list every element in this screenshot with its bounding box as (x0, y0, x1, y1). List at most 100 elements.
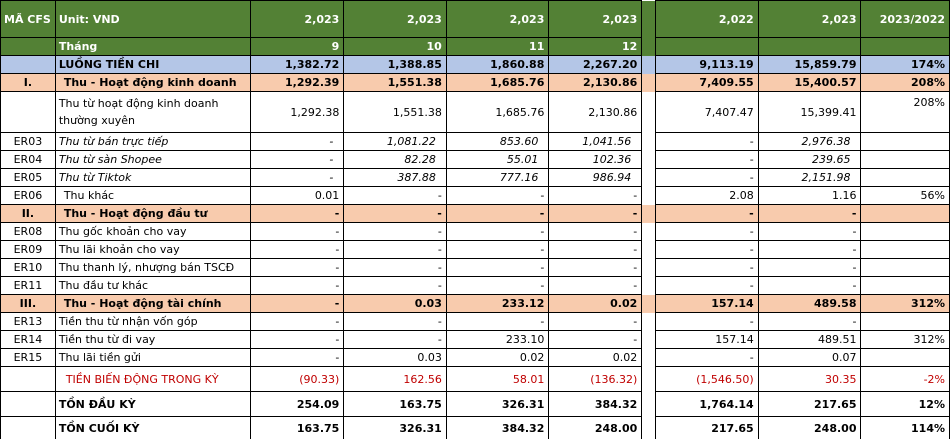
cell-y2023[interactable]: 2,023 (757, 0, 862, 38)
cell-y2023[interactable]: 15,859.79 (757, 55, 862, 74)
cell-m11[interactable]: - (445, 204, 550, 223)
cell-code[interactable] (0, 366, 56, 392)
cell-ratio[interactable]: 114% (860, 416, 950, 439)
cell-m12[interactable]: - (548, 276, 643, 295)
cell-y2022[interactable]: 157.14 (655, 294, 759, 313)
cell-m10[interactable]: - (343, 204, 447, 223)
cell-gap[interactable] (641, 37, 657, 56)
cell-m9[interactable]: - (250, 330, 345, 349)
cell-gap[interactable] (641, 258, 657, 277)
cell-m9[interactable]: - (250, 204, 345, 223)
cell-m11[interactable]: 0.02 (445, 348, 550, 367)
cell-code[interactable]: MÃ CFS (0, 0, 56, 38)
cell-m12[interactable]: 0.02 (548, 348, 643, 367)
cell-gap[interactable] (641, 73, 657, 92)
cell-m10[interactable]: - (343, 276, 447, 295)
cell-label[interactable]: Thu lãi khoản cho vay (54, 240, 252, 259)
cell-m11[interactable]: - (445, 186, 550, 205)
cell-label[interactable]: Tiền thu từ nhận vốn góp (54, 312, 252, 331)
cell-ratio[interactable] (860, 312, 950, 331)
cell-y2023[interactable]: - (757, 276, 862, 295)
cell-code[interactable]: III. (0, 294, 56, 313)
cell-m9[interactable]: 1,382.72 (250, 55, 345, 74)
cell-m12[interactable]: 2,267.20 (548, 55, 643, 74)
cell-gap[interactable] (641, 168, 657, 187)
cell-m9[interactable]: 9 (250, 37, 345, 56)
cell-code[interactable] (0, 91, 56, 133)
cell-m11[interactable]: 1,685.76 (445, 73, 550, 92)
cell-label[interactable]: Thu gốc khoản cho vay (54, 222, 252, 241)
cell-m10[interactable]: 326.31 (343, 416, 447, 439)
cell-y2023[interactable]: 1.16 (757, 186, 862, 205)
cell-m9[interactable]: 1,292.39 (250, 73, 345, 92)
cell-y2022[interactable]: 1,764.14 (655, 391, 759, 417)
cell-y2023[interactable]: 239.65 (757, 150, 862, 169)
cell-y2022[interactable]: 2.08 (655, 186, 759, 205)
cell-m11[interactable]: 384.32 (445, 416, 550, 439)
cell-m9[interactable]: 1,292.38 (250, 91, 345, 133)
cell-m9[interactable]: 0.01 (250, 186, 345, 205)
cell-gap[interactable] (641, 391, 656, 417)
cell-gap[interactable] (641, 91, 657, 133)
cell-ratio[interactable]: 208% (860, 91, 950, 133)
cell-gap[interactable] (641, 366, 657, 392)
cell-code[interactable]: ER11 (0, 276, 56, 295)
cell-label[interactable]: Thu lãi tiền gửi (54, 348, 252, 367)
cell-m10[interactable]: 82.28 (343, 150, 447, 169)
cell-m11[interactable]: - (445, 258, 550, 277)
cell-m9[interactable]: - (250, 294, 345, 313)
cell-label[interactable]: TỒN ĐẦU KỲ (54, 391, 252, 417)
cell-y2022[interactable]: 157.14 (655, 330, 759, 349)
cell-y2023[interactable]: - (757, 204, 862, 223)
cell-m10[interactable]: 163.75 (343, 391, 447, 417)
cell-code[interactable] (0, 391, 56, 417)
cell-y2022[interactable]: (1,546.50) (655, 366, 759, 392)
cell-gap[interactable] (641, 276, 657, 295)
cell-m12[interactable]: 102.36 (548, 150, 643, 169)
cell-y2023[interactable]: 0.07 (757, 348, 862, 367)
cell-code[interactable] (0, 37, 56, 56)
cell-m9[interactable]: - (250, 348, 345, 367)
cell-label[interactable]: Unit: VND (54, 0, 252, 38)
cell-label[interactable]: Thu - Hoạt động đầu tư (54, 204, 252, 223)
cell-gap[interactable] (641, 312, 657, 331)
cell-m12[interactable]: 12 (548, 37, 643, 56)
cell-y2023[interactable]: - (757, 258, 862, 277)
cell-label[interactable]: Tháng (54, 37, 252, 56)
cell-m11[interactable]: 326.31 (445, 391, 550, 417)
cell-m9[interactable]: - (250, 276, 345, 295)
cell-y2023[interactable]: 30.35 (757, 366, 862, 392)
cell-ratio[interactable]: 12% (860, 391, 950, 417)
cell-label[interactable]: Thu từ Tiktok (54, 168, 252, 187)
cell-m12[interactable]: - (548, 222, 643, 241)
cell-m10[interactable]: 0.03 (343, 348, 447, 367)
cell-y2022[interactable]: 7,409.55 (655, 73, 759, 92)
cell-label[interactable]: LUỒNG TIỀN CHI (54, 55, 252, 74)
cell-y2023[interactable]: 2,976.38 (757, 132, 862, 151)
cell-m9[interactable]: - (250, 258, 345, 277)
cell-m12[interactable]: - (548, 312, 643, 331)
cell-m10[interactable]: 1,081.22 (343, 132, 447, 151)
cell-m12[interactable]: 248.00 (548, 416, 643, 439)
cell-gap[interactable] (641, 294, 657, 313)
cell-gap[interactable] (641, 150, 657, 169)
cell-y2022[interactable]: 9,113.19 (655, 55, 759, 74)
cell-m11[interactable]: - (445, 240, 550, 259)
cell-y2022[interactable]: - (655, 132, 759, 151)
cell-code[interactable]: ER13 (0, 312, 56, 331)
cell-y2022[interactable]: 217.65 (655, 416, 759, 439)
cell-ratio[interactable] (860, 240, 950, 259)
cell-y2022[interactable]: - (655, 168, 759, 187)
cell-gap[interactable] (641, 186, 657, 205)
cell-m12[interactable]: - (548, 330, 643, 349)
cell-y2023[interactable]: 489.51 (757, 330, 862, 349)
cell-m11[interactable]: 58.01 (445, 366, 550, 392)
cell-m12[interactable]: 2,130.86 (548, 91, 643, 133)
cell-m12[interactable]: - (548, 258, 643, 277)
cell-code[interactable]: ER05 (0, 168, 56, 187)
cell-gap[interactable] (641, 0, 657, 38)
cell-y2022[interactable]: - (655, 222, 759, 241)
cell-m12[interactable]: - (548, 204, 643, 223)
cell-m10[interactable]: - (343, 258, 447, 277)
cell-ratio[interactable]: 208% (860, 73, 950, 92)
